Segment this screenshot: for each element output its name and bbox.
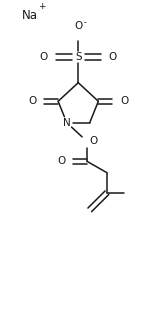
Text: O: O — [90, 136, 98, 146]
Text: Na: Na — [22, 9, 38, 22]
Text: O: O — [40, 52, 48, 62]
Text: O: O — [120, 96, 128, 106]
Text: O: O — [57, 156, 65, 166]
Text: S: S — [75, 52, 81, 62]
Text: O: O — [108, 52, 117, 62]
Text: O: O — [28, 96, 37, 106]
Text: O: O — [74, 21, 82, 31]
Text: N: N — [63, 118, 71, 128]
Text: +: + — [38, 2, 46, 11]
Text: -: - — [84, 18, 87, 27]
